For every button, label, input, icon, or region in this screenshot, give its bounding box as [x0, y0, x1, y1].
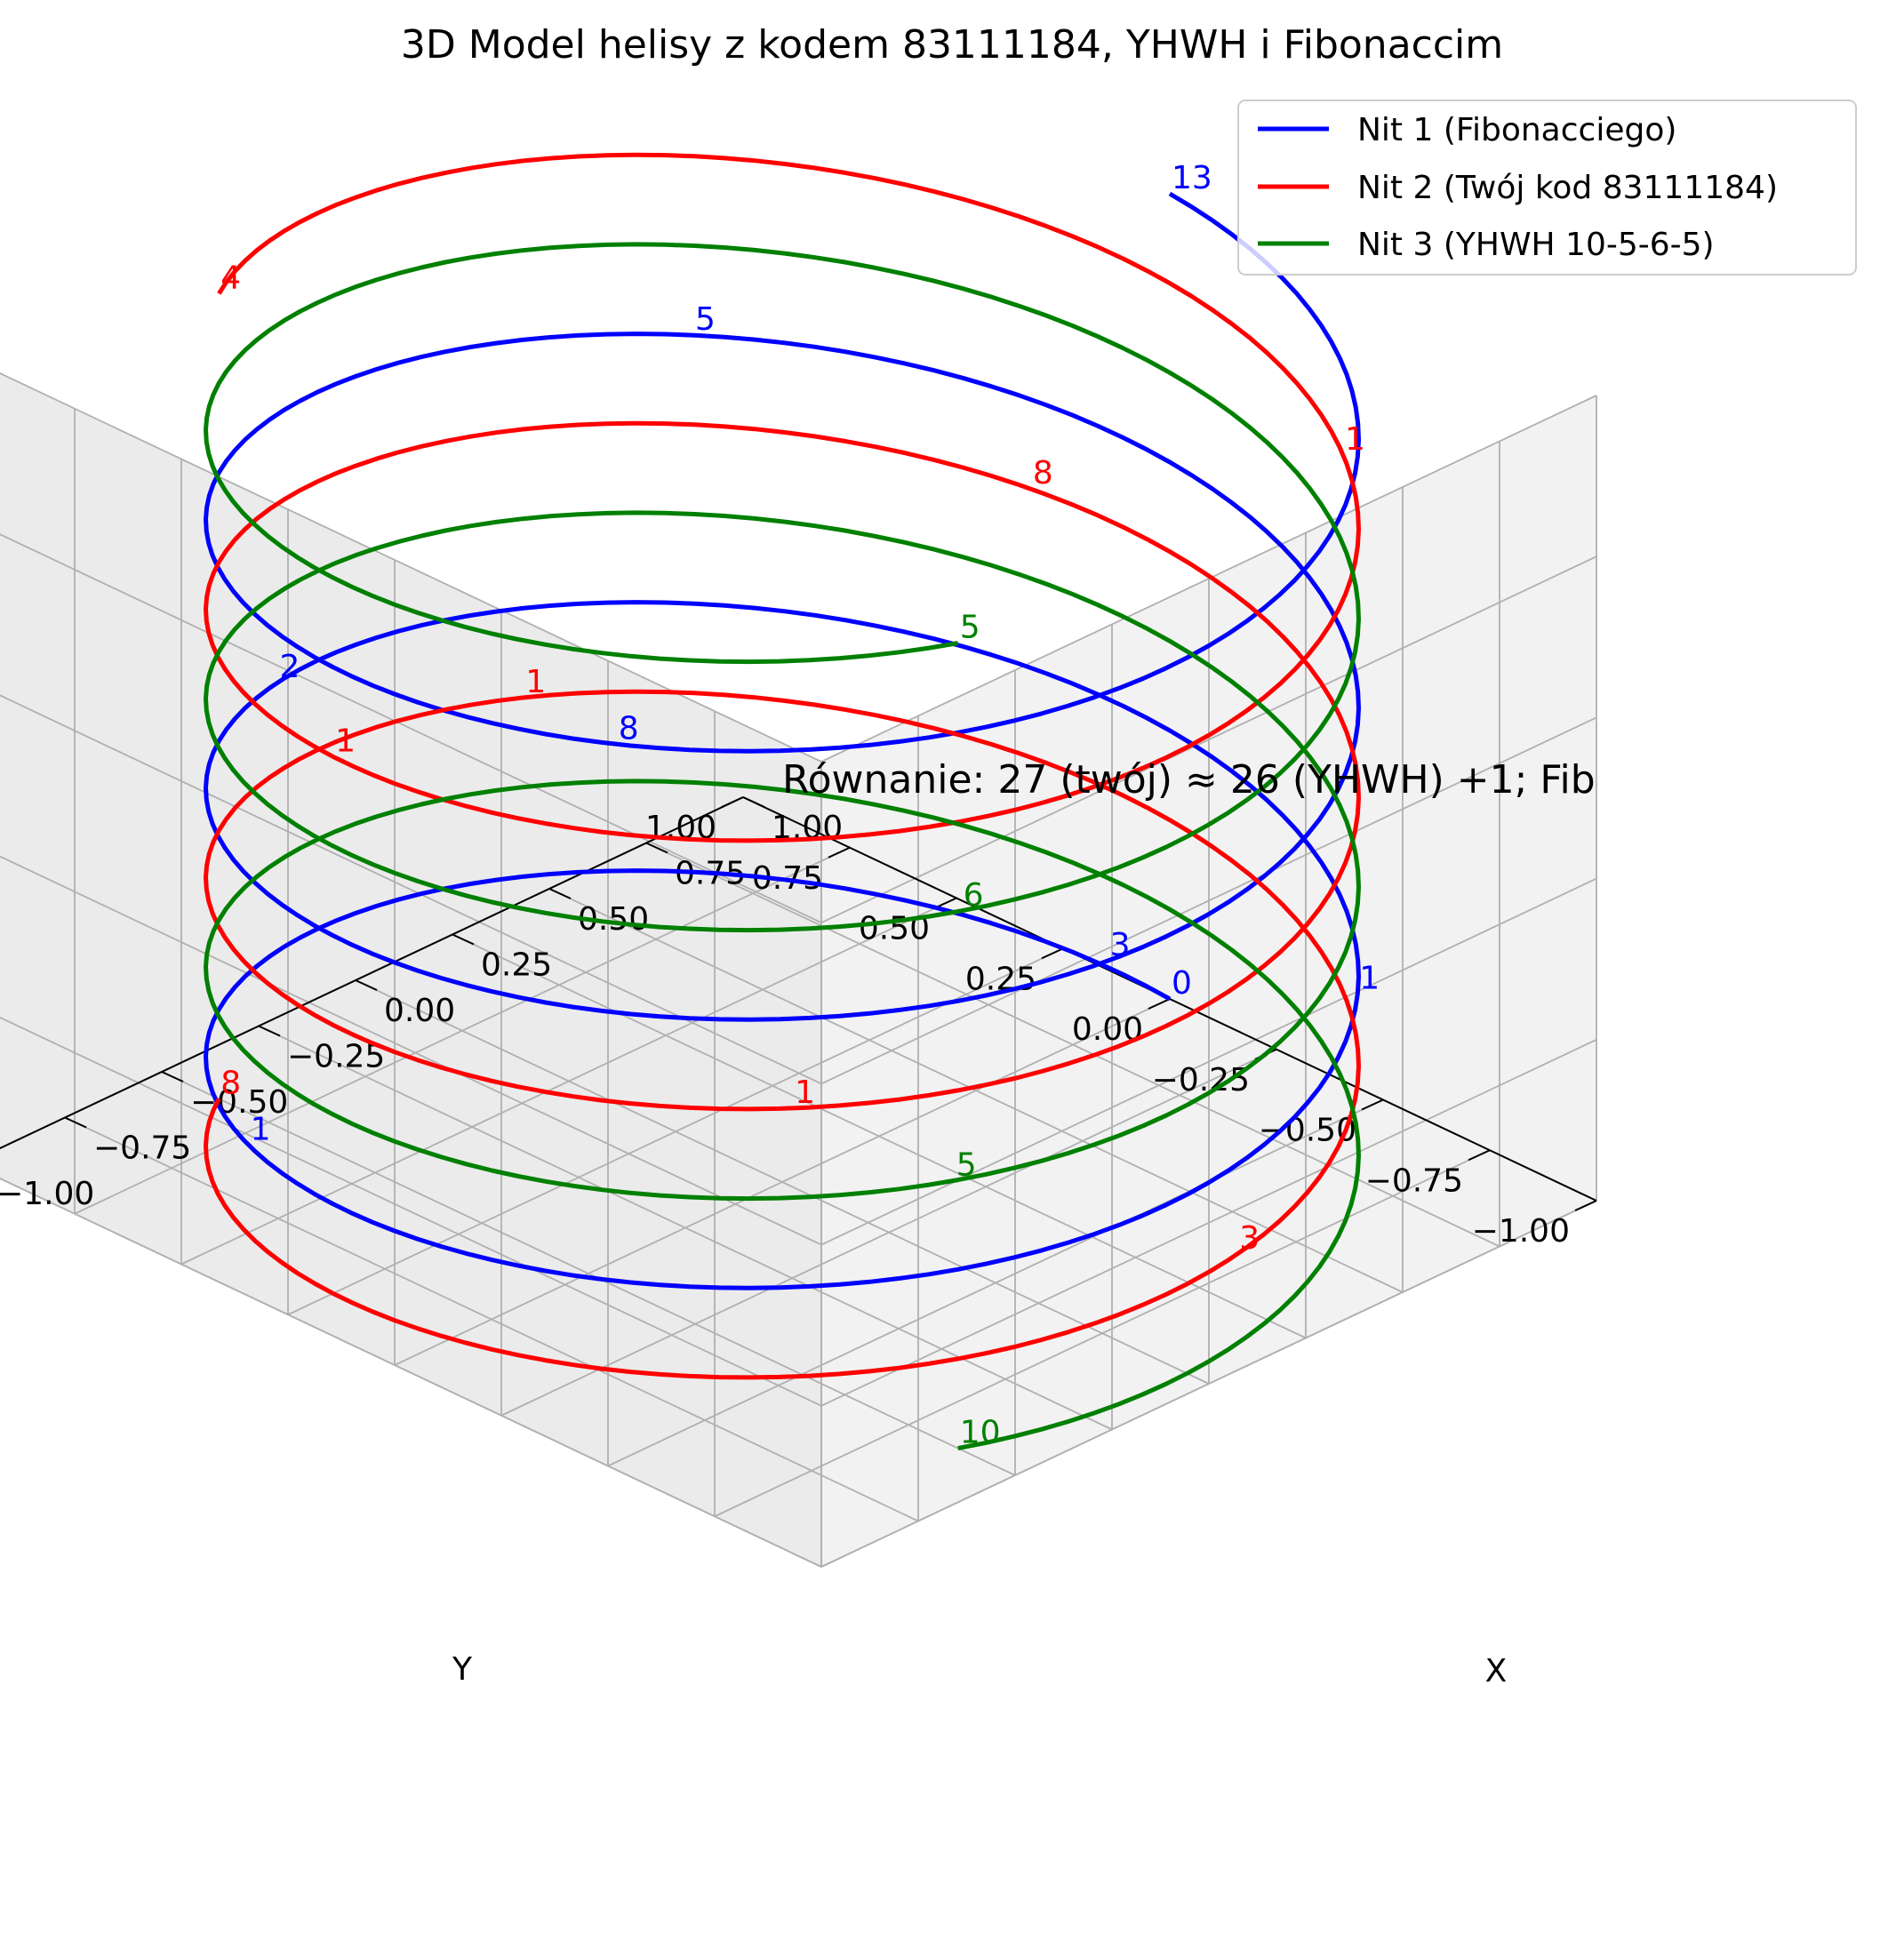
tick-mark: [645, 842, 668, 854]
chart-title: 3D Model helisy z kodem 83111184, YHWH i…: [401, 22, 1503, 68]
tick-mark: [1468, 1149, 1491, 1162]
grid-line: [0, 1178, 822, 1568]
point-label-nit-1: 8: [619, 710, 639, 747]
point-label-nit-2: 1: [1345, 421, 1365, 458]
tick-mark: [742, 796, 765, 808]
x-tick-label: 0.00: [384, 993, 455, 1029]
grid-line: [820, 1200, 1597, 1568]
point-label-nit-2: 1: [795, 1074, 815, 1111]
point-label-nit-1: 2: [280, 649, 300, 685]
series-line-nit-1: [204, 191, 1361, 1290]
point-label-nit-2: 8: [220, 1065, 241, 1101]
tick-mark: [161, 1071, 184, 1082]
grid-line: [714, 1149, 1491, 1518]
y-axis-label: Y: [452, 1651, 473, 1688]
series-line-nit-3: [204, 242, 1361, 1451]
grid-line: [607, 1098, 1384, 1467]
y-tick-label: −0.75: [1365, 1162, 1463, 1199]
x-tick-label: 0.25: [481, 947, 552, 984]
x-tick-label: −1.00: [0, 1176, 94, 1212]
point-label-nit-1: 3: [1110, 927, 1131, 963]
point-label-nit-2: 8: [1033, 455, 1053, 491]
tick-mark: [452, 933, 475, 946]
grid-line: [394, 998, 1171, 1366]
grid-line: [0, 1016, 822, 1407]
x-tick-label: −0.75: [93, 1130, 191, 1167]
grid-line: [820, 1038, 1597, 1407]
tick-mark: [355, 979, 378, 991]
grid-line: [820, 555, 1597, 924]
grid-line: [820, 877, 1597, 1246]
tick-mark: [1148, 998, 1171, 1010]
equation-annotation: Równanie: 27 (twój) ≈ 26 (YHWH) +1; Fib: [782, 757, 1596, 803]
legend-label-nit-1: Nit 1 (Fibonacciego): [1357, 112, 1676, 148]
x-tick-label: −0.50: [190, 1084, 288, 1121]
tick-mark: [1041, 947, 1064, 960]
point-label-nit-2: 1: [335, 723, 356, 760]
tick-mark: [64, 1116, 87, 1129]
axes-3d: −1.00−0.75−0.50−0.250.000.250.500.751.00…: [0, 152, 1597, 1689]
grid-line: [74, 846, 851, 1215]
legend: Nit 1 (Fibonacciego) Nit 2 (Twój kod 831…: [1237, 100, 1857, 276]
point-label-nit-3: 10: [960, 1415, 1001, 1451]
point-label-nit-3: 5: [960, 610, 980, 646]
point-label-nit-2: 4: [220, 260, 241, 296]
legend-label-nit-3: Nit 3 (YHWH 10-5-6-5): [1357, 227, 1715, 263]
tick-mark: [258, 1025, 281, 1037]
grid-line: [180, 897, 957, 1266]
point-label-nit-3: 6: [964, 877, 984, 914]
x-tick-label: −0.25: [287, 1039, 385, 1075]
point-label-nit-1: 0: [1172, 965, 1192, 1002]
tick-mark: [548, 888, 572, 899]
series-lines: [204, 152, 1361, 1451]
legend-label-nit-2: Nit 2 (Twój kod 83111184): [1357, 170, 1778, 206]
tick-mark: [1574, 1200, 1597, 1211]
legend-frame: [1237, 100, 1857, 276]
y-tick-label: −0.25: [1152, 1062, 1250, 1098]
grid-line: [287, 947, 1064, 1316]
tick-mark: [828, 846, 851, 859]
point-label-nit-1: 5: [695, 301, 716, 338]
tick-mark: [1361, 1098, 1384, 1111]
point-label-nit-2: 1: [525, 664, 546, 700]
tick-mark: [721, 796, 744, 808]
point-label-nit-1: 1: [1359, 960, 1380, 996]
x-axis-label: X: [1485, 1653, 1508, 1689]
grid-line: [500, 1048, 1277, 1417]
grid-line: [820, 716, 1597, 1085]
point-label-nit-1: 13: [1172, 160, 1212, 196]
grid-line: [0, 855, 822, 1246]
point-label-nit-1: 1: [251, 1111, 271, 1147]
series-line-nit-2: [204, 152, 1361, 1380]
y-tick-label: −1.00: [1472, 1213, 1570, 1250]
point-label-nit-3: 5: [956, 1146, 977, 1183]
point-label-nit-2: 3: [1239, 1220, 1260, 1257]
